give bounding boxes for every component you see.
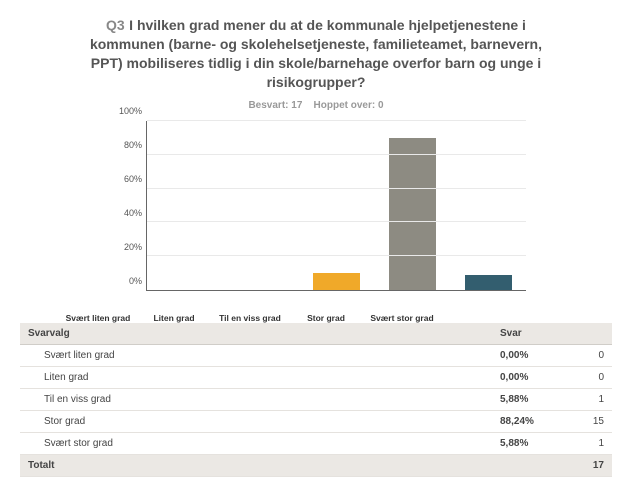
- total-label: Totalt: [20, 455, 492, 477]
- x-label: Svært liten grad: [60, 309, 136, 323]
- row-count: 1: [562, 389, 612, 411]
- y-tick: 40%: [124, 208, 142, 218]
- bar-slot: [450, 121, 526, 290]
- x-label: Stor grad: [288, 309, 364, 323]
- table-row: Liten grad0,00%0: [20, 367, 612, 389]
- row-pct: 88,24%: [492, 411, 562, 433]
- row-pct: 5,88%: [492, 389, 562, 411]
- table-body: Svært liten grad0,00%0Liten grad0,00%0Ti…: [20, 345, 612, 477]
- row-pct: 0,00%: [492, 345, 562, 367]
- table-row: Stor grad88,24%15: [20, 411, 612, 433]
- row-label: Svært liten grad: [20, 345, 492, 367]
- plot-area: [146, 121, 526, 291]
- bar: [465, 275, 512, 290]
- x-axis-labels: Svært liten gradLiten gradTil en viss gr…: [60, 309, 440, 323]
- total-pct: [492, 455, 562, 477]
- row-label: Stor grad: [20, 411, 492, 433]
- bar: [389, 138, 436, 290]
- answered-count: 17: [291, 100, 302, 111]
- y-tick: 20%: [124, 242, 142, 252]
- col-response: Svar: [492, 323, 612, 345]
- row-pct: 0,00%: [492, 367, 562, 389]
- x-label: Svært stor grad: [364, 309, 440, 323]
- row-count: 0: [562, 345, 612, 367]
- row-label: Svært stor grad: [20, 433, 492, 455]
- response-meta: Besvart: 17 Hoppet over: 0: [20, 100, 612, 111]
- row-count: 0: [562, 367, 612, 389]
- question-text: I hvilken grad mener du at de kommunale …: [90, 17, 542, 90]
- answered-label: Besvart:: [248, 100, 288, 111]
- y-tick: 80%: [124, 140, 142, 150]
- bar-slot: [223, 121, 299, 290]
- bar-chart: 0%20%40%60%80%100%: [106, 121, 526, 291]
- table-row: Til en viss grad5,88%1: [20, 389, 612, 411]
- y-tick: 100%: [119, 106, 142, 116]
- question-number: Q3: [106, 17, 125, 33]
- x-label: Til en viss grad: [212, 309, 288, 323]
- row-count: 15: [562, 411, 612, 433]
- table-total-row: Totalt 17: [20, 455, 612, 477]
- bar-slot: [299, 121, 375, 290]
- row-pct: 5,88%: [492, 433, 562, 455]
- row-label: Til en viss grad: [20, 389, 492, 411]
- bars-container: [147, 121, 526, 290]
- bar-slot: [374, 121, 450, 290]
- y-tick: 60%: [124, 174, 142, 184]
- skipped-count: 0: [378, 100, 384, 111]
- gridline: [147, 188, 526, 189]
- row-label: Liten grad: [20, 367, 492, 389]
- total-count: 17: [562, 455, 612, 477]
- results-table: Svarvalg Svar Svært liten grad0,00%0Lite…: [20, 323, 612, 477]
- col-option: Svarvalg: [20, 323, 492, 345]
- y-tick: 0%: [129, 276, 142, 286]
- gridline: [147, 154, 526, 155]
- question-title: Q3 I hvilken grad mener du at de kommuna…: [81, 16, 551, 92]
- y-axis: 0%20%40%60%80%100%: [106, 121, 146, 291]
- gridline: [147, 120, 526, 121]
- bar-slot: [147, 121, 223, 290]
- skipped-label: Hoppet over:: [314, 100, 376, 111]
- gridline: [147, 221, 526, 222]
- table-row: Svært stor grad5,88%1: [20, 433, 612, 455]
- table-row: Svært liten grad0,00%0: [20, 345, 612, 367]
- row-count: 1: [562, 433, 612, 455]
- gridline: [147, 255, 526, 256]
- bar: [313, 273, 360, 290]
- x-label: Liten grad: [136, 309, 212, 323]
